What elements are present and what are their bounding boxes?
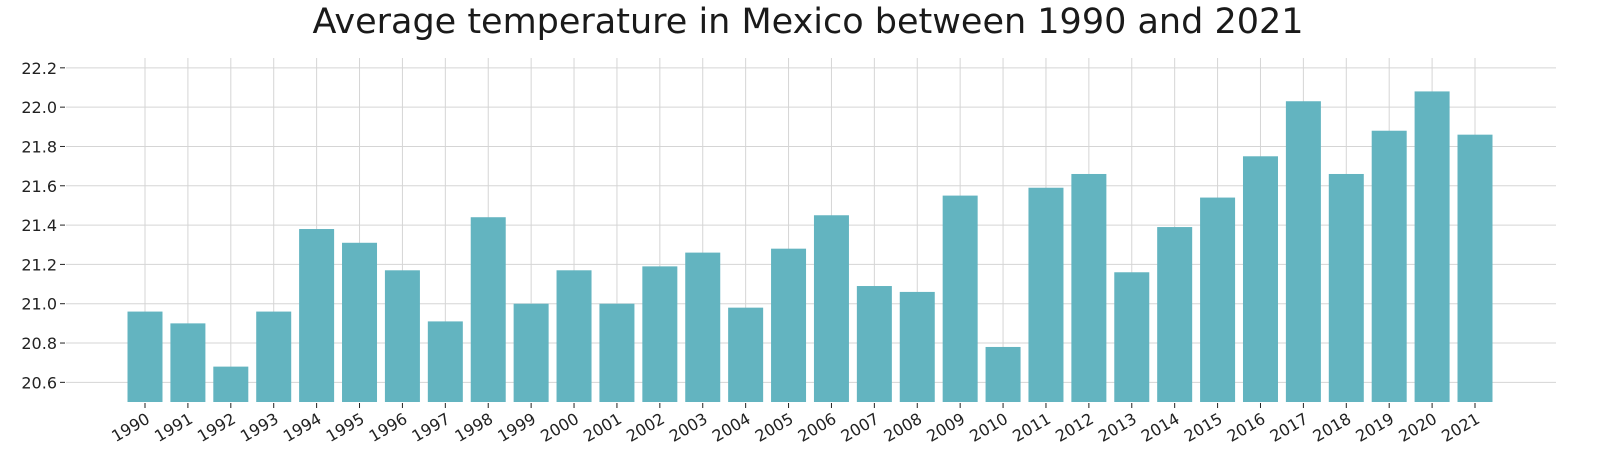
x-tick-label: 2014 [1138, 409, 1183, 446]
x-tick-label: 2018 [1310, 409, 1355, 446]
y-tick-label: 21.6 [21, 177, 57, 196]
x-tick-label: 1992 [194, 409, 239, 446]
bar [1028, 187, 1064, 402]
y-tick-label: 21.8 [21, 137, 57, 156]
bar [899, 291, 935, 402]
x-tick-label: 1995 [323, 409, 368, 446]
bar [1071, 173, 1107, 402]
x-tick-label: 2011 [1009, 409, 1054, 446]
y-tick-label: 21.4 [21, 216, 57, 235]
bar [299, 229, 335, 402]
bar [127, 311, 163, 402]
bar [556, 270, 592, 402]
bar [170, 323, 206, 402]
axis-layer: 20.6 20.8 21.0 21.2 21.4 21.6 21.8 22.0 22.2 1990… [21, 59, 1483, 446]
bar [1157, 227, 1193, 402]
x-tick-label: 2001 [580, 409, 625, 446]
x-tick-label: 2006 [795, 409, 840, 446]
x-tick-label: 2000 [537, 409, 582, 446]
y-tick-label: 21.0 [21, 295, 57, 314]
x-tick-label: 2019 [1352, 409, 1397, 446]
bar [427, 321, 463, 402]
x-tick-label: 2010 [966, 409, 1011, 446]
bar [1242, 156, 1278, 402]
x-tick-label: 2013 [1095, 409, 1140, 446]
y-tick-label: 20.8 [21, 334, 57, 353]
bar [771, 248, 807, 402]
x-tick-label: 1998 [451, 409, 496, 446]
bar [1114, 272, 1150, 402]
x-tick-label: 2004 [709, 409, 754, 446]
bar [470, 217, 506, 402]
y-tick-label: 21.2 [21, 255, 57, 274]
x-tick-label: 1999 [494, 409, 539, 446]
x-tick-label: 1997 [409, 409, 454, 446]
bar [1371, 130, 1407, 402]
bar [942, 195, 978, 402]
bar-layer [127, 91, 1493, 403]
bar [213, 366, 249, 402]
bar [856, 286, 892, 402]
bar [985, 346, 1021, 402]
bar [1200, 197, 1236, 402]
x-tick-label: 2012 [1052, 409, 1097, 446]
x-tick-label: 2020 [1395, 409, 1440, 446]
x-tick-label: 1993 [237, 409, 282, 446]
x-tick-label: 2003 [666, 409, 711, 446]
x-tick-label: 2017 [1267, 409, 1312, 446]
y-tick-label: 22.2 [21, 59, 57, 78]
chart-title: Average temperature in Mexico between 19… [312, 2, 1304, 42]
x-tick-label: 2015 [1181, 409, 1226, 446]
x-tick-label: 1991 [151, 409, 196, 446]
bar [728, 307, 764, 402]
bar [256, 311, 292, 402]
x-tick-label: 2016 [1224, 409, 1269, 446]
y-tick-label: 22.0 [21, 98, 57, 117]
x-tick-label: 2005 [752, 409, 797, 446]
bar [384, 270, 420, 402]
bar [599, 303, 635, 402]
x-tick-label: 2007 [838, 409, 883, 446]
bar [513, 303, 549, 402]
x-tick-label: 2009 [923, 409, 968, 446]
x-tick-label: 1990 [108, 409, 153, 446]
bar [1414, 91, 1450, 402]
bar [1285, 101, 1321, 402]
bar [813, 215, 849, 402]
y-tick-label: 20.6 [21, 373, 57, 392]
bar [1328, 173, 1364, 402]
x-tick-label: 2002 [623, 409, 668, 446]
x-tick-label: 1996 [366, 409, 411, 446]
bar [685, 252, 721, 402]
x-tick-label: 2008 [880, 409, 925, 446]
x-tick-label: 2021 [1438, 409, 1483, 446]
x-tick-label: 1994 [280, 409, 325, 446]
bar [342, 242, 378, 402]
bar [642, 266, 678, 402]
bar [1457, 134, 1493, 403]
